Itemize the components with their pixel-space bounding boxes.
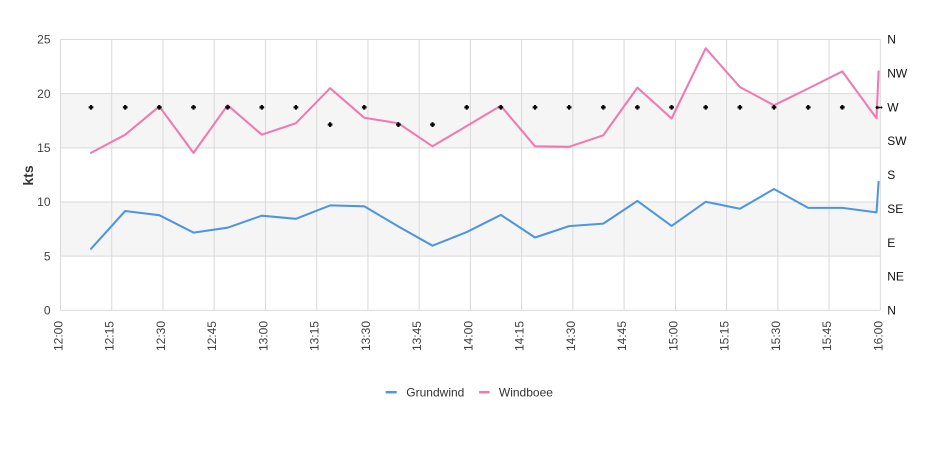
- svg-text:13:15: 13:15: [308, 321, 322, 351]
- svg-text:20: 20: [37, 87, 51, 101]
- svg-text:S: S: [887, 168, 895, 182]
- svg-text:14:00: 14:00: [461, 321, 475, 351]
- svg-text:15:30: 15:30: [769, 321, 783, 351]
- svg-text:SW: SW: [887, 134, 907, 148]
- svg-text:14:15: 14:15: [513, 321, 527, 351]
- svg-text:10: 10: [37, 195, 51, 209]
- svg-text:SE: SE: [887, 202, 903, 216]
- svg-text:12:45: 12:45: [205, 321, 219, 351]
- svg-text:14:30: 14:30: [564, 321, 578, 351]
- svg-text:E: E: [887, 236, 895, 250]
- svg-text:Grundwind: Grundwind: [406, 385, 464, 399]
- svg-text:13:45: 13:45: [410, 321, 424, 351]
- svg-text:13:30: 13:30: [359, 321, 373, 351]
- svg-text:15:45: 15:45: [820, 321, 834, 351]
- svg-text:kts: kts: [20, 165, 36, 185]
- svg-text:0: 0: [44, 304, 51, 318]
- svg-text:14:45: 14:45: [615, 321, 629, 351]
- svg-text:25: 25: [37, 33, 51, 47]
- svg-text:N: N: [887, 33, 896, 47]
- svg-text:12:00: 12:00: [52, 321, 66, 351]
- svg-text:NW: NW: [887, 67, 908, 81]
- svg-text:NE: NE: [887, 270, 904, 284]
- svg-text:W: W: [887, 100, 899, 114]
- svg-text:Windboee: Windboee: [499, 385, 553, 399]
- svg-text:12:15: 12:15: [103, 321, 117, 351]
- svg-text:16:00: 16:00: [871, 321, 885, 351]
- svg-text:15:00: 15:00: [666, 321, 680, 351]
- svg-text:N: N: [887, 304, 896, 318]
- svg-text:5: 5: [44, 249, 51, 263]
- svg-text:13:00: 13:00: [256, 321, 270, 351]
- svg-text:12:30: 12:30: [154, 321, 168, 351]
- svg-text:15: 15: [37, 141, 51, 155]
- svg-text:15:15: 15:15: [718, 321, 732, 351]
